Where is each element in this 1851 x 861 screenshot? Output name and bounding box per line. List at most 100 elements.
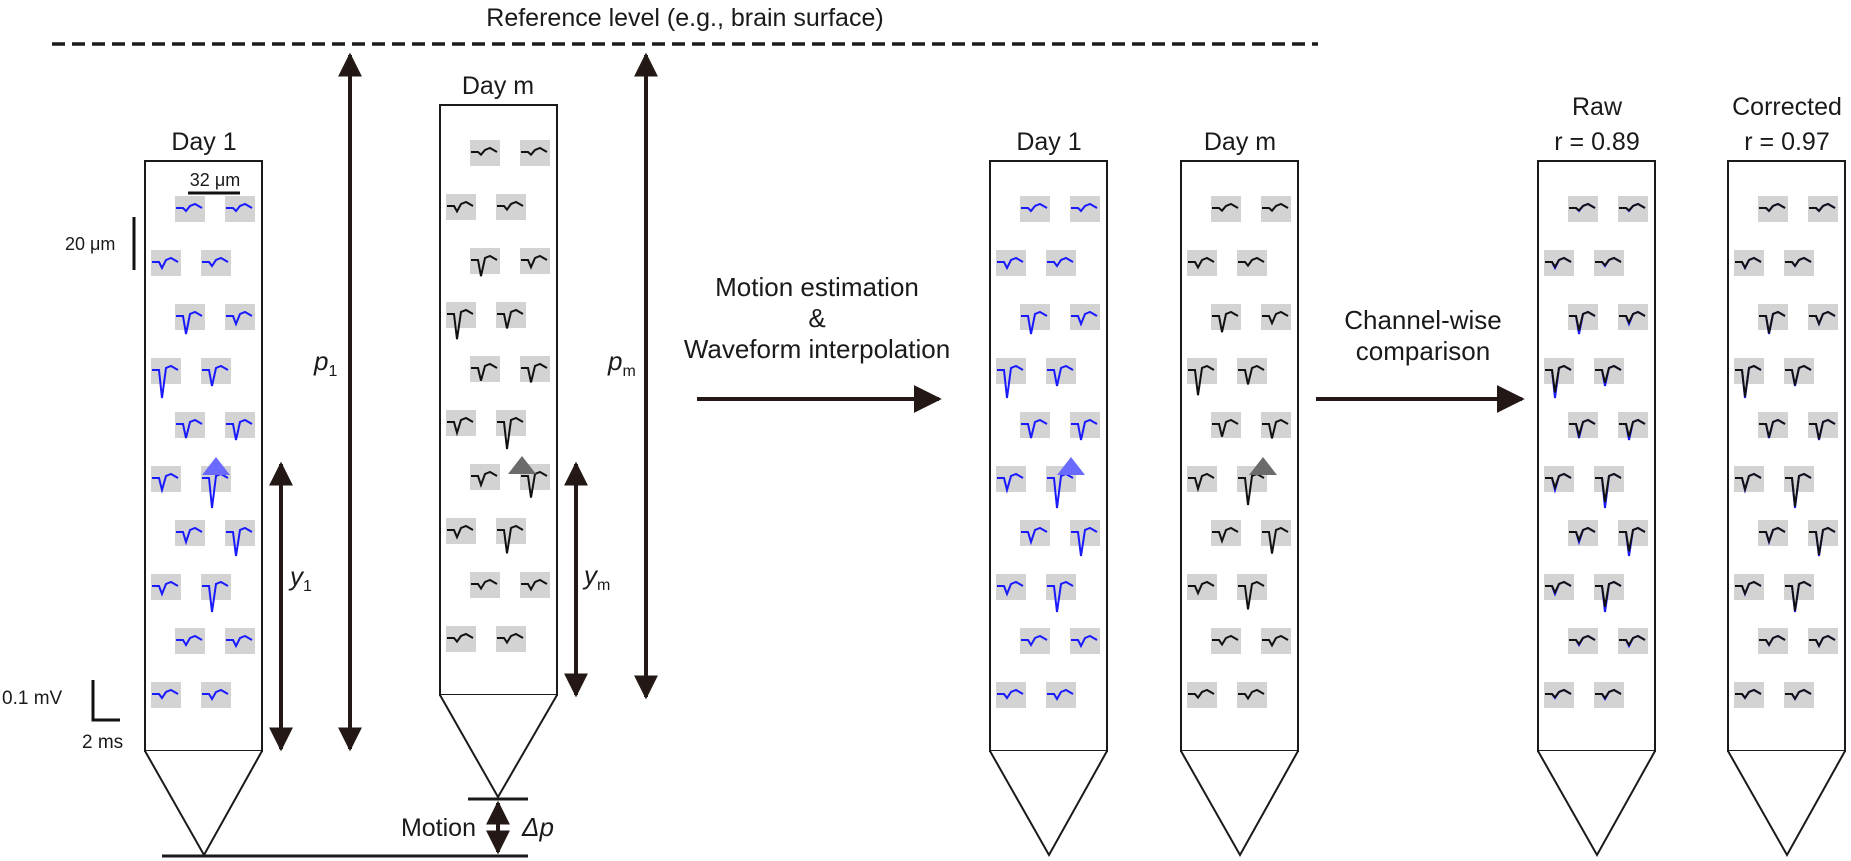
waveform-trace [1619, 418, 1646, 438]
waveform-trace [1545, 472, 1572, 491]
waveform-trace [1262, 526, 1289, 554]
channel-grid [1544, 196, 1648, 708]
probe-tip [989, 750, 1108, 858]
waveform-trace [152, 580, 179, 597]
waveform-trace [152, 364, 179, 399]
waveform-trace [1785, 580, 1812, 611]
waveform-trace [1071, 418, 1098, 441]
waveform-trace [226, 634, 253, 649]
unit-position-marker [1249, 457, 1277, 475]
waveform-trace [1238, 580, 1265, 610]
waveform-trace [1809, 418, 1836, 440]
y1-label: y1 [288, 561, 312, 595]
scale-time-label: 2 ms [82, 732, 123, 753]
waveform-trace [471, 362, 498, 381]
step1-line2: & [808, 303, 825, 333]
waveform-trace [1569, 634, 1596, 646]
waveform-trace [226, 418, 253, 441]
unit-position-marker [508, 456, 536, 474]
probe-raw: Raw r = 0.89 [1537, 93, 1656, 858]
waveform-trace [202, 364, 229, 387]
waveform-trace [226, 310, 253, 327]
probe-title-line2: r = 0.89 [1554, 128, 1639, 156]
channel-grid [1734, 196, 1838, 708]
step2-line2: comparison [1356, 336, 1490, 366]
waveform-trace [1021, 202, 1048, 213]
waveform-trace [202, 256, 229, 268]
waveform-trace [202, 580, 229, 613]
waveform-trace [1047, 364, 1074, 387]
waveform-trace [1759, 418, 1786, 438]
probe-title: Day 1 [1016, 128, 1081, 156]
pm-label: pm [607, 346, 636, 380]
probe-body [989, 160, 1108, 752]
waveform-trace [1071, 526, 1098, 557]
waveform-trace [152, 256, 179, 271]
waveform-trace [997, 688, 1024, 700]
waveform-trace [1619, 202, 1646, 212]
waveform-trace [997, 472, 1024, 494]
waveform-trace [1759, 526, 1786, 545]
waveform-trace [1262, 418, 1289, 439]
waveform-trace [176, 526, 203, 546]
channel-grid [996, 196, 1100, 708]
waveform-trace [497, 632, 524, 645]
waveform-trace [1809, 634, 1836, 648]
waveform-trace [1212, 634, 1239, 647]
waveform-trace [1595, 688, 1622, 700]
waveform-trace [1735, 472, 1762, 494]
waveform-trace [1212, 526, 1239, 545]
probe-title: Day 1 [171, 128, 236, 156]
waveform-trace [176, 418, 203, 439]
scale-height-label: 20 μm [65, 234, 115, 254]
waveform-trace [447, 416, 474, 437]
waveform-trace [1569, 526, 1596, 543]
waveform-trace [1759, 634, 1786, 647]
waveform-trace [1047, 580, 1074, 613]
waveform-trace [1569, 202, 1596, 212]
waveform-trace [1785, 256, 1812, 268]
probe-title-line1: Raw [1572, 93, 1623, 121]
waveform-trace [202, 688, 229, 701]
waveform-trace [471, 254, 498, 277]
waveform-trace [1759, 310, 1786, 334]
waveform-trace [1785, 472, 1812, 507]
waveform-trace [1047, 688, 1074, 701]
waveform-trace [997, 256, 1024, 271]
unit-position-marker [202, 457, 230, 475]
step1-line3: Waveform interpolation [684, 334, 950, 364]
waveform-trace [1785, 688, 1812, 701]
waveform-trace [1545, 580, 1572, 595]
waveform-trace [471, 578, 498, 591]
waveform-trace [1569, 310, 1596, 331]
waveform-trace [521, 470, 548, 498]
waveform-trace [1238, 256, 1265, 268]
probe-body [1180, 160, 1299, 752]
waveform-trace [497, 416, 524, 450]
waveform-trace [1021, 310, 1048, 335]
probe-title: Day m [462, 72, 534, 100]
waveform-trace [1809, 310, 1836, 327]
waveform-trace [471, 146, 498, 157]
waveform-trace [447, 524, 474, 540]
probe-tip [1537, 750, 1656, 858]
waveform-trace [521, 362, 548, 383]
probe-day1-left: Day 1 [144, 128, 263, 858]
probe-body [1537, 160, 1656, 752]
waveform-trace [1071, 202, 1098, 213]
scale-bar-voltage-time [91, 680, 120, 722]
waveform-trace [471, 470, 498, 489]
probe-title-line2: r = 0.97 [1744, 128, 1829, 156]
channel-grid [1187, 196, 1291, 708]
waveform-trace [1212, 418, 1239, 437]
waveform-trace [1188, 688, 1215, 700]
waveform-trace [1545, 256, 1572, 269]
waveform-trace [1071, 634, 1098, 649]
waveform-trace [1735, 256, 1762, 270]
waveform-trace [1809, 202, 1836, 213]
waveform-trace [1188, 364, 1215, 396]
probe-tip [439, 694, 558, 800]
waveform-trace [1595, 472, 1622, 503]
waveform-trace [152, 472, 179, 494]
